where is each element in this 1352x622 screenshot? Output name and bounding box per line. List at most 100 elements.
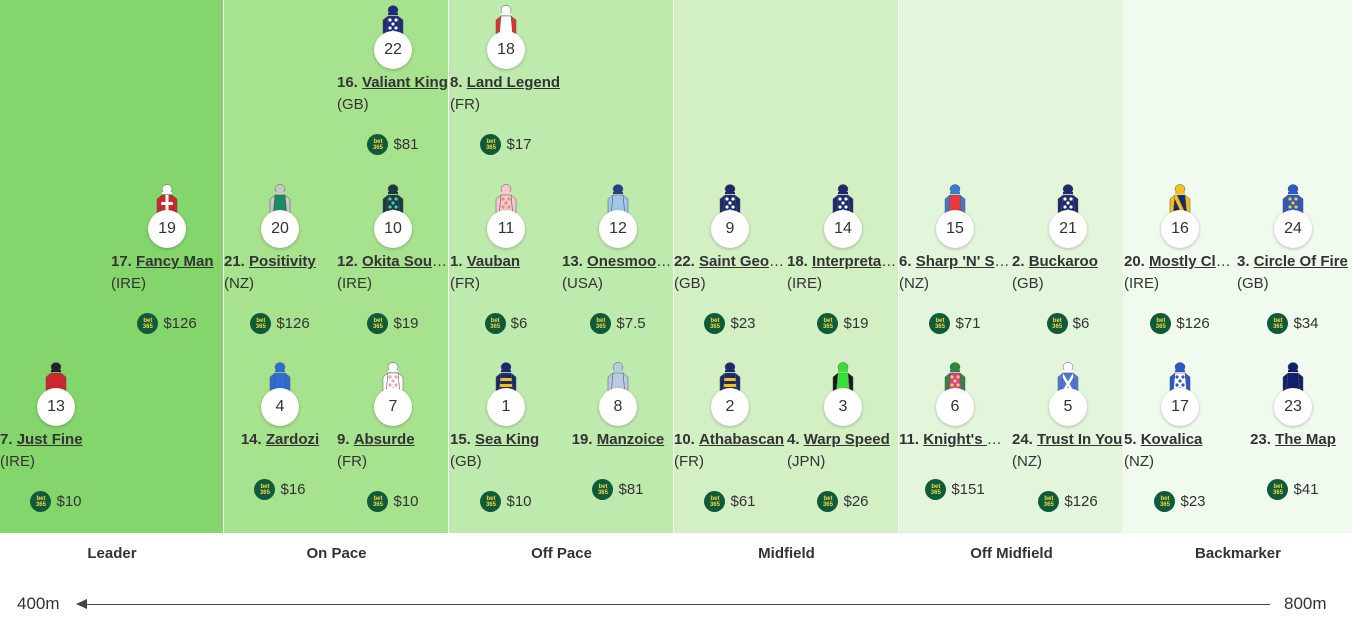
odds-value: $126 [1064,493,1098,510]
runner-barrier: 7. [0,431,13,448]
runner-name-link[interactable]: Buckaroo [1028,253,1098,270]
runner-name-link[interactable]: The Map [1275,431,1336,448]
odds-button[interactable]: bet 365 $34 [1237,313,1349,334]
odds-button[interactable]: bet 365 $7.5 [562,313,674,334]
bet365-logo-top: bet [823,317,833,324]
runner-name-link[interactable]: Trust In You [1037,431,1123,448]
runner-name-link[interactable]: Knight's Choice [923,431,1011,448]
runner-name-link[interactable]: Mostly Cloudy [1149,253,1236,270]
runner-name-link[interactable]: Vauban [466,253,521,270]
runner-number-badge: 8 [599,388,637,426]
runner-barrier: 4. [787,431,800,448]
label-leader: Leader [87,545,137,562]
runner-country: (NZ) [1012,453,1042,470]
runner-name-link[interactable]: Athabascan [699,431,785,448]
runner-name-link[interactable]: Saint George [699,253,786,270]
bet365-logo-top: bet [931,483,941,490]
bet365-logo-bottom: 365 [930,489,941,496]
runner-number-badge: 13 [37,388,75,426]
runner-name-link[interactable]: Just Fine [16,431,83,448]
runner-barrier: 8. [450,74,463,91]
odds-button[interactable]: bet 365 $71 [899,313,1011,334]
bet365-logo-top: bet [36,495,46,502]
speed-map: 22 16. Valiant King (GB) bet 365 $81 18 8… [0,0,1352,533]
odds-button[interactable]: bet 365 $126 [1012,491,1124,512]
odds-value: $34 [1293,315,1319,332]
odds-button[interactable]: bet 365 $19 [787,313,899,334]
odds-button[interactable]: bet 365 $10 [450,491,562,512]
runner-name-block: 14. Zardozi [224,429,336,451]
odds-value: $10 [393,493,419,510]
bet365-logo-top: bet [1160,495,1170,502]
odds-button[interactable]: bet 365 $81 [562,479,674,500]
odds-button[interactable]: bet 365 $16 [224,479,336,500]
runner-number-badge: 1 [487,388,525,426]
odds-button[interactable]: bet 365 $126 [224,313,336,334]
odds-button[interactable]: bet 365 $6 [1012,313,1124,334]
odds-button[interactable]: bet 365 $10 [0,491,112,512]
runner-name-link[interactable]: Land Legend [466,74,561,91]
band-off-midfield [899,0,1124,533]
odds-button[interactable]: bet 365 $61 [674,491,786,512]
runner-name-line: 16. Valiant King [337,72,449,94]
runner-name-link[interactable]: Sea King [475,431,540,448]
runner-name-link[interactable]: Warp Speed [803,431,890,448]
bet365-logo-bottom: 365 [709,501,720,508]
runner-number-badge: 19 [148,210,186,248]
odds-button[interactable]: bet 365 $17 [450,134,562,155]
odds-button[interactable]: bet 365 $19 [337,313,449,334]
odds-button[interactable]: bet 365 $81 [337,134,449,155]
runner-name-link[interactable]: Okita Soushi [362,253,449,270]
runner-barrier: 20. [1124,253,1145,270]
runner-name-link[interactable]: Fancy Man [136,253,214,270]
odds-value: $6 [1072,315,1090,332]
runner-name-block: 22. Saint George (GB) [674,251,786,295]
runner-name-block: 16. Valiant King (GB) [337,72,449,116]
bet365-logo-icon: bet 365 [1046,313,1068,334]
odds-button[interactable]: bet 365 $10 [337,491,449,512]
odds-button[interactable]: bet 365 $23 [1124,491,1236,512]
runner-name-block: 20. Mostly Cloudy (IRE) [1124,251,1236,295]
runner-number-badge: 6 [936,388,974,426]
odds-value: $6 [510,315,528,332]
runner-name-link[interactable]: Manzoice [596,431,665,448]
runner-name-block: 13. Onesmoothoperator (USA) [562,251,674,295]
runner-name-block: 9. Absurde (FR) [337,429,449,473]
runner-barrier: 18. [787,253,808,270]
runner-name-link[interactable]: Positivity [249,253,316,270]
runner-number-badge: 24 [1274,210,1312,248]
label-off-pace: Off Pace [531,545,592,562]
runner-number-badge: 17 [1161,388,1199,426]
runner-name-link[interactable]: Onesmoothoperator [587,253,674,270]
runner-country: (USA) [562,275,603,292]
odds-button[interactable]: bet 365 $126 [1124,313,1236,334]
odds-button[interactable]: bet 365 $151 [899,479,1011,500]
bet365-logo-bottom: 365 [822,323,833,330]
bet365-logo-icon: bet 365 [250,313,272,334]
bet365-logo-icon: bet 365 [484,313,506,334]
runner-country: (IRE) [337,275,372,292]
runner-name-link[interactable]: Circle Of Fire [1253,253,1348,270]
runner-name-link[interactable]: Sharp 'N' Smart [915,253,1011,270]
bet365-logo-icon: bet 365 [367,491,389,512]
odds-button[interactable]: bet 365 $126 [111,313,223,334]
odds-button[interactable]: bet 365 $6 [450,313,562,334]
runner-name-line: 10. Athabascan [674,429,786,451]
bet365-logo-icon: bet 365 [817,313,839,334]
odds-button[interactable]: bet 365 $26 [787,491,899,512]
runner-name-link[interactable]: Valiant King [362,74,448,91]
runner-name-link[interactable]: Absurde [353,431,415,448]
runner-name-link[interactable]: Kovalica [1140,431,1203,448]
bet365-logo-bottom: 365 [934,323,945,330]
runner-country: (FR) [674,453,704,470]
runner-name-link[interactable]: Interpretation [812,253,899,270]
odds-button[interactable]: bet 365 $23 [674,313,786,334]
runner-name-link[interactable]: Zardozi [265,431,320,448]
runner-name-line: 3. Circle Of Fire [1237,251,1349,273]
bet365-logo-top: bet [486,495,496,502]
odds-button[interactable]: bet 365 $41 [1237,479,1349,500]
runner-number-badge: 20 [261,210,299,248]
runner-name-block: 11. Knight's Choice [899,429,1011,451]
runner-name-block: 5. Kovalica (NZ) [1124,429,1236,473]
odds-value: $19 [393,315,419,332]
